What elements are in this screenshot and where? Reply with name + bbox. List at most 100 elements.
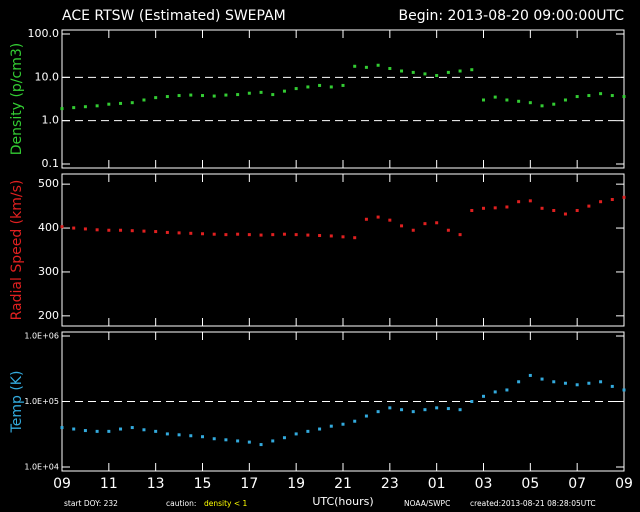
data-point: [517, 200, 521, 204]
data-point: [622, 195, 626, 199]
data-point: [470, 400, 474, 403]
data-point: [282, 232, 286, 236]
data-point: [610, 198, 614, 202]
data-point: [599, 200, 603, 204]
data-point: [470, 68, 474, 72]
data-point: [259, 443, 263, 447]
data-point: [446, 407, 450, 411]
data-point: [540, 377, 544, 381]
data-point: [528, 373, 532, 377]
data-point: [458, 69, 462, 73]
data-point: [177, 231, 181, 235]
data-point: [177, 433, 181, 437]
y-tick-label: 1.0: [42, 114, 60, 127]
x-tick-label: 17: [240, 476, 258, 492]
data-point: [271, 233, 275, 237]
data-point: [341, 422, 345, 426]
data-point: [142, 428, 146, 432]
data-point: [247, 440, 251, 444]
data-point: [622, 95, 626, 99]
x-tick-label: 07: [568, 476, 586, 492]
data-point: [318, 427, 322, 431]
data-point: [388, 66, 392, 70]
data-point: [435, 74, 439, 78]
source: NOAA/SWPC: [404, 499, 450, 508]
data-point: [353, 236, 357, 240]
data-point: [212, 232, 216, 236]
data-point: [154, 96, 158, 100]
data-point: [329, 85, 333, 89]
panel-frame: [61, 29, 625, 169]
data-point: [212, 437, 216, 441]
data-point: [318, 83, 322, 87]
data-point: [259, 233, 263, 237]
data-point: [341, 235, 345, 239]
x-tick-label: 09: [615, 476, 633, 492]
x-tick-label: 03: [475, 476, 493, 492]
data-point: [622, 388, 626, 392]
data-point: [482, 206, 485, 210]
data-point: [142, 229, 146, 233]
y-tick-label: 500: [38, 177, 59, 190]
data-point: [294, 233, 298, 237]
data-point: [575, 383, 579, 387]
data-point: [505, 98, 509, 102]
x-tick-label: 23: [381, 476, 399, 492]
data-point: [201, 232, 204, 236]
data-point: [154, 429, 158, 433]
data-point: [364, 414, 368, 418]
data-point: [411, 70, 415, 74]
data-point: [505, 205, 509, 209]
data-point: [236, 439, 240, 443]
x-tick-label: 01: [428, 476, 446, 492]
caution: caution:: [166, 499, 196, 508]
data-point: [400, 408, 404, 412]
data-point: [563, 98, 567, 102]
data-point: [563, 381, 567, 385]
x-tick-label: 19: [287, 476, 305, 492]
data-point: [446, 228, 450, 232]
data-point: [493, 390, 497, 394]
y-tick-label: 1.0E+06: [24, 332, 59, 341]
data-point: [400, 224, 404, 228]
data-point: [470, 208, 474, 212]
data-point: [528, 199, 532, 203]
y-tick-label: 1.0E+04: [24, 463, 59, 472]
chart-title: ACE RTSW (Estimated) SWEPAM: [62, 8, 286, 24]
data-point: [423, 72, 427, 76]
data-point: [247, 233, 251, 237]
data-point: [575, 95, 579, 99]
begin-time: Begin: 2013-08-20 09:00:00UTC: [399, 8, 625, 24]
panel-frame: [61, 173, 625, 327]
data-point: [189, 231, 193, 235]
data-point: [493, 206, 497, 210]
data-point: [247, 91, 251, 95]
data-point: [599, 380, 603, 384]
data-point: [458, 233, 462, 237]
data-point: [165, 432, 169, 436]
y-axis-label: Temp (K): [9, 371, 25, 434]
data-point: [458, 408, 462, 412]
y-axis-label: Radial Speed (km/s): [9, 180, 25, 321]
data-point: [306, 429, 310, 433]
data-point: [563, 212, 567, 216]
data-point: [154, 230, 158, 234]
data-point: [364, 217, 368, 221]
start-doy: start DOY: 232: [64, 499, 118, 508]
x-tick-label: 21: [334, 476, 352, 492]
data-point: [435, 406, 439, 410]
data-point: [72, 427, 76, 431]
data-point: [95, 429, 99, 433]
data-point: [411, 228, 415, 232]
data-point: [306, 233, 310, 237]
data-point: [201, 94, 204, 98]
x-tick-label: 09: [53, 476, 71, 492]
data-point: [72, 106, 76, 110]
data-point: [224, 93, 228, 97]
x-tick-label: 05: [521, 476, 539, 492]
data-point: [130, 101, 134, 105]
data-point: [107, 228, 111, 232]
x-tick-label: 15: [194, 476, 212, 492]
data-point: [423, 222, 427, 226]
